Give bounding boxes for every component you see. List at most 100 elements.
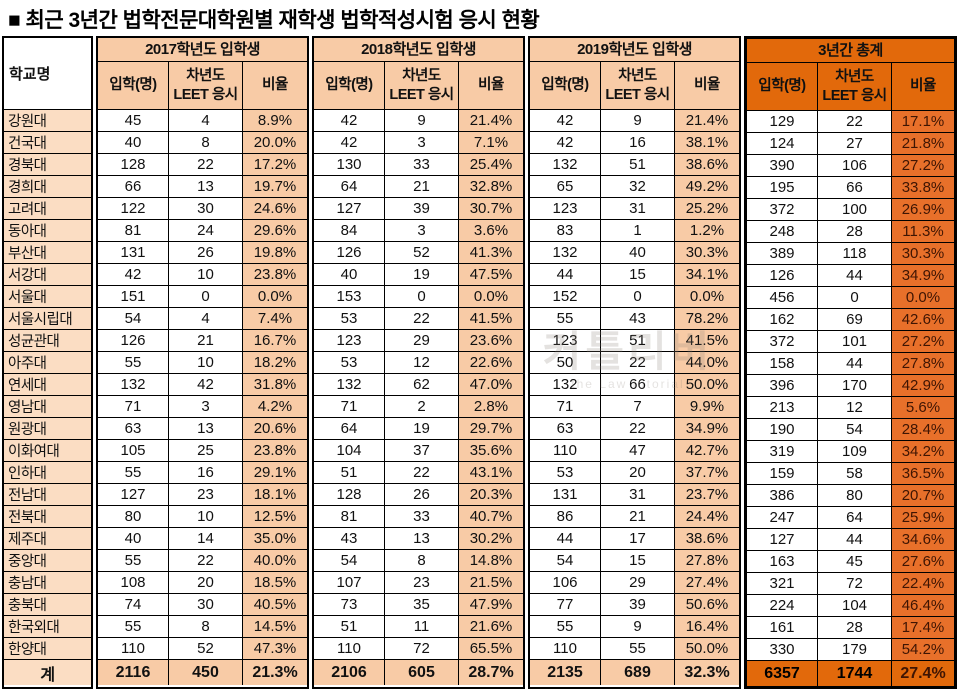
table-row: 77 39 50.6% [530, 594, 739, 616]
ratio-cell: 5.6% [891, 397, 954, 418]
ratio-cell: 47.3% [242, 638, 307, 659]
table-row: 131 31 23.7% [530, 484, 739, 506]
school-name: 전북대 [4, 506, 91, 528]
count-cell: 29 [384, 330, 458, 351]
count-cell: 8 [384, 550, 458, 571]
school-name: 이화여대 [4, 440, 91, 462]
count-cell: 7 [600, 396, 674, 417]
count-cell: 80 [817, 485, 891, 506]
count-cell: 35 [384, 594, 458, 615]
count-cell: 29 [600, 572, 674, 593]
count-cell: 161 [747, 617, 817, 638]
table-row: 54 15 27.8% [530, 550, 739, 572]
count-cell: 123 [530, 198, 600, 219]
table-row: 132 62 47.0% [314, 374, 523, 396]
ratio-cell: 26.9% [891, 199, 954, 220]
count-cell: 21 [384, 176, 458, 197]
count-cell: 30 [168, 198, 242, 219]
table-row: 42 10 23.8% [98, 264, 307, 286]
table-row: 110 52 47.3% [98, 638, 307, 660]
ratio-cell: 42.7% [674, 440, 739, 461]
count-cell: 12 [817, 397, 891, 418]
table-row: 55 8 14.5% [98, 616, 307, 638]
count-cell: 0 [600, 286, 674, 307]
group-header-2018: 2018학년도 입학생 [314, 38, 523, 62]
count-cell: 39 [384, 198, 458, 219]
count-cell: 105 [98, 440, 168, 461]
ratio-cell: 18.5% [242, 572, 307, 593]
count-cell: 42 [314, 132, 384, 153]
count-cell: 3 [384, 220, 458, 241]
table-row: 63 13 20.6% [98, 418, 307, 440]
table-row: 54 8 14.8% [314, 550, 523, 572]
ratio-cell: 25.4% [458, 154, 523, 175]
count-cell: 163 [747, 551, 817, 572]
count-cell: 372 [747, 331, 817, 352]
ratio-cell: 54.2% [891, 639, 954, 660]
ratio-cell: 16.7% [242, 330, 307, 351]
header-leet-takers: 차년도 LEET 응시 [168, 62, 242, 109]
ratio-cell: 7.1% [458, 132, 523, 153]
ratio-cell: 30.7% [458, 198, 523, 219]
ratio-cell: 27.2% [891, 331, 954, 352]
count-cell: 53 [314, 308, 384, 329]
count-cell: 123 [314, 330, 384, 351]
ratio-cell: 40.5% [242, 594, 307, 615]
count-cell: 127 [314, 198, 384, 219]
ratio-cell: 32.8% [458, 176, 523, 197]
count-cell: 43 [314, 528, 384, 549]
count-cell: 104 [817, 595, 891, 616]
table-row: 129 22 17.1% [747, 111, 954, 133]
school-name: 경북대 [4, 154, 91, 176]
ratio-cell: 27.4% [674, 572, 739, 593]
count-cell: 104 [314, 440, 384, 461]
table-row: 50 22 44.0% [530, 352, 739, 374]
count-cell: 23 [384, 572, 458, 593]
ratio-cell: 20.7% [891, 485, 954, 506]
table-row: 42 16 38.1% [530, 132, 739, 154]
table-row: 195 66 33.8% [747, 177, 954, 199]
school-name: 서울시립대 [4, 308, 91, 330]
count-cell: 132 [530, 374, 600, 395]
ratio-cell: 34.6% [891, 529, 954, 550]
table-row: 386 80 20.7% [747, 485, 954, 507]
count-cell: 170 [817, 375, 891, 396]
count-cell: 16 [168, 462, 242, 483]
count-cell: 81 [314, 506, 384, 527]
ratio-cell: 28.4% [891, 419, 954, 440]
table-row: 158 44 27.8% [747, 353, 954, 375]
header-ratio: 비율 [891, 63, 954, 110]
table-row: 43 13 30.2% [314, 528, 523, 550]
header-enrolled: 입학(명) [98, 62, 168, 109]
ratio-cell: 27.6% [891, 551, 954, 572]
ratio-cell: 50.0% [674, 374, 739, 395]
count-cell: 51 [314, 616, 384, 637]
count-cell: 71 [530, 396, 600, 417]
count-cell: 47 [600, 440, 674, 461]
table-row: 132 51 38.6% [530, 154, 739, 176]
school-name: 강원대 [4, 110, 91, 132]
group-header-total: 3년간 총계 [747, 39, 954, 63]
count-cell: 55 [98, 550, 168, 571]
ratio-cell: 27.4% [891, 661, 954, 686]
table-row: 40 8 20.0% [98, 132, 307, 154]
ratio-cell: 3.6% [458, 220, 523, 241]
count-cell: 4 [168, 308, 242, 329]
count-cell: 15 [600, 264, 674, 285]
count-cell: 22 [600, 418, 674, 439]
count-cell: 54 [530, 550, 600, 571]
table-row: 224 104 46.4% [747, 595, 954, 617]
count-cell: 16 [600, 132, 674, 153]
count-cell: 14 [168, 528, 242, 549]
year-block-2017: 2017학년도 입학생 입학(명) 차년도 LEET 응시 비율 45 4 8.9%… [96, 36, 309, 689]
ratio-cell: 12.5% [242, 506, 307, 527]
school-name: 한국외대 [4, 616, 91, 638]
table-row: 128 22 17.2% [98, 154, 307, 176]
table-row: 153 0 0.0% [314, 286, 523, 308]
count-cell: 372 [747, 199, 817, 220]
count-cell: 396 [747, 375, 817, 396]
count-cell: 53 [530, 462, 600, 483]
ratio-cell: 42.6% [891, 309, 954, 330]
count-cell: 22 [384, 462, 458, 483]
count-cell: 106 [530, 572, 600, 593]
